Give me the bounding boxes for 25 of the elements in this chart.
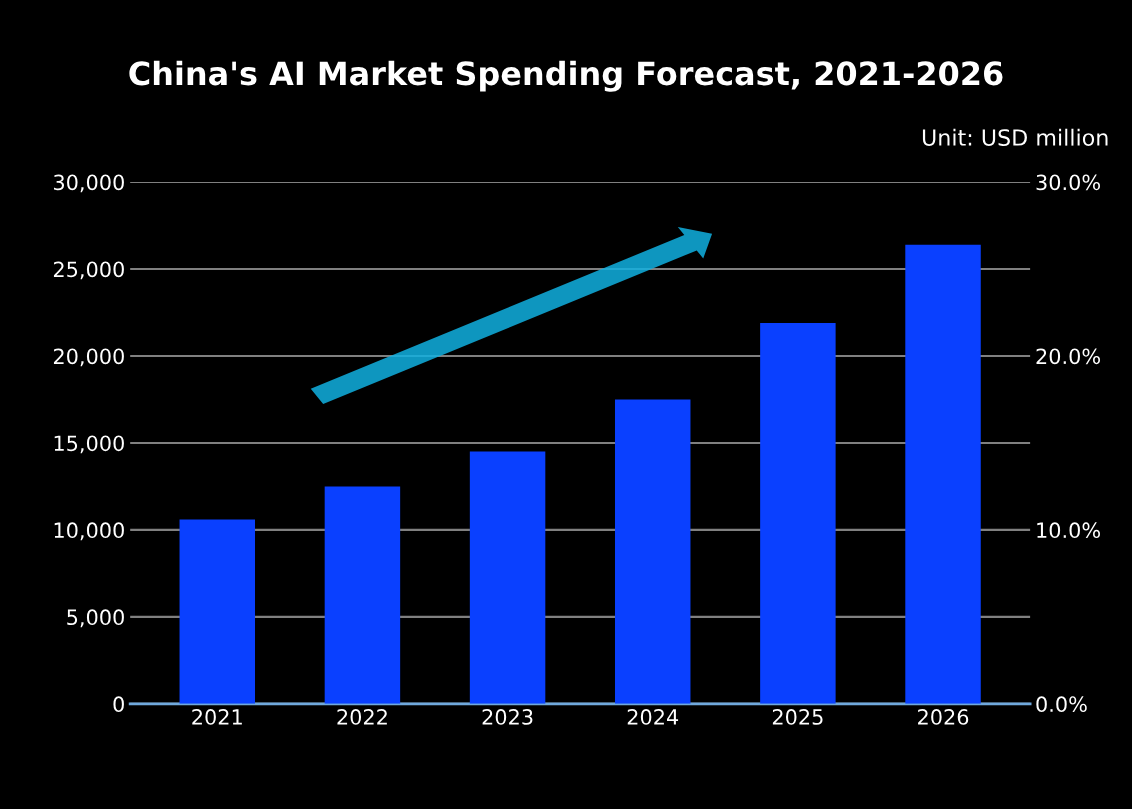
y-tick-label: 25,000 — [53, 261, 124, 280]
y2-tick-label: 10.0% — [1037, 522, 1101, 539]
y-tick-label: 10,000 — [54, 522, 124, 541]
y-tick-label: 15,000 — [54, 435, 124, 454]
chart-title: China's AI Market Spending Forecast, 2021-2026 — [129, 60, 1003, 92]
bar — [324, 486, 401, 704]
y-tick-label: 0 — [113, 696, 124, 713]
bar — [760, 322, 836, 704]
bar — [179, 519, 256, 704]
x-tick-label: 2024 — [627, 709, 679, 725]
y-tick-label: 5,000 — [67, 609, 124, 628]
bar — [905, 244, 981, 704]
x-tick-label: 2021 — [192, 709, 242, 725]
bar — [614, 399, 691, 704]
x-tick-label: 2023 — [482, 709, 533, 725]
bar — [469, 451, 546, 704]
x-tick-label: 2025 — [772, 709, 823, 725]
x-tick-label: 2022 — [337, 709, 387, 725]
y2-tick-label: 20.0% — [1036, 348, 1101, 365]
y2-tick-label: 0.0% — [1036, 696, 1087, 713]
y-tick-label: 30,000 — [54, 174, 124, 193]
text: Unit: USD million — [922, 128, 1108, 146]
y2-tick-label: 30.0% — [1036, 174, 1101, 191]
y-tick-label: 20,000 — [53, 348, 124, 367]
x-tick-label: 2026 — [918, 709, 969, 725]
